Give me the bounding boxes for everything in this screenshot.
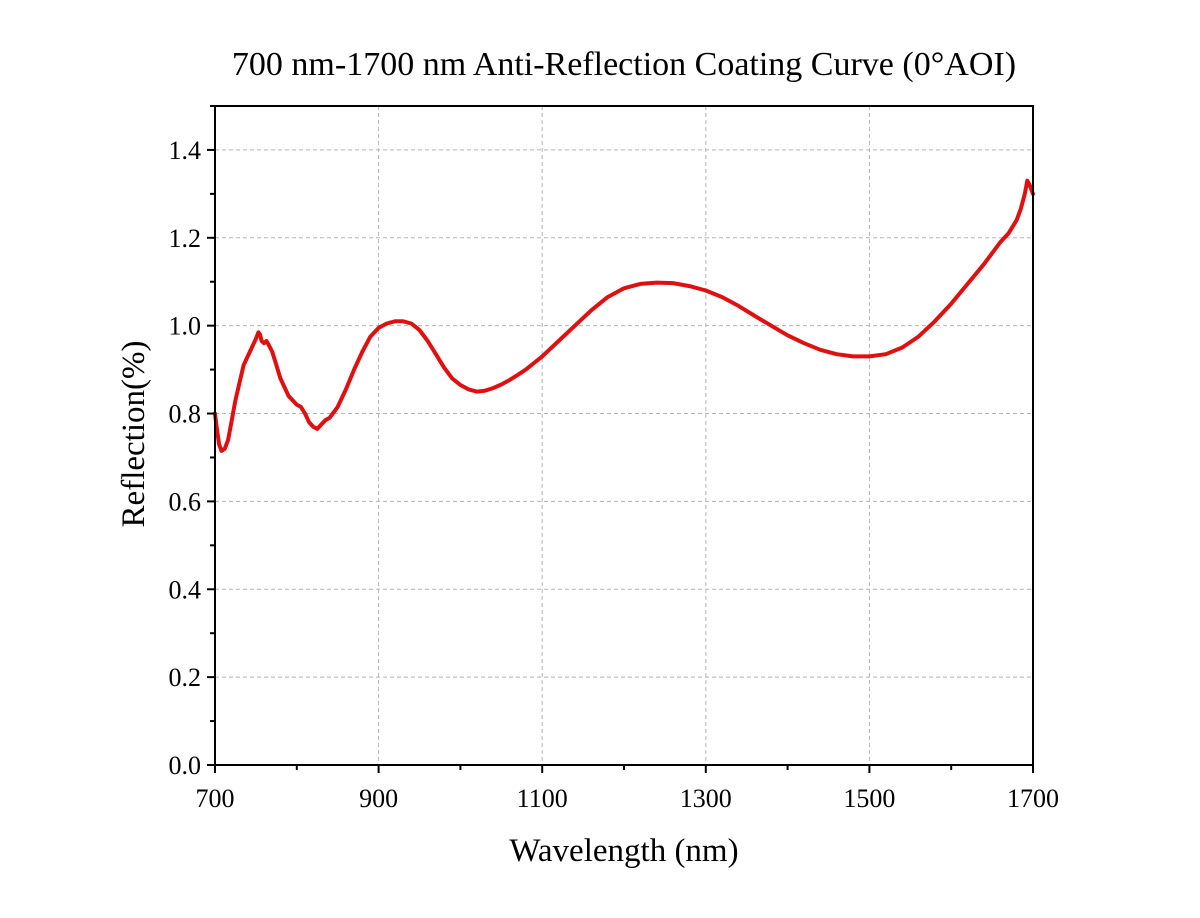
x-tick-label: 1300 — [680, 784, 732, 813]
y-tick-label: 0.4 — [169, 575, 202, 604]
x-tick-label: 1700 — [1007, 784, 1059, 813]
axes: 700 900 1100 1300 1500 1700 0.0 0.2 0.4 0.6 0.8 1.0… — [169, 105, 1059, 813]
y-tick-label: 0.2 — [169, 663, 202, 692]
reflection-curve — [213, 178, 1035, 453]
y-tick-label: 0.6 — [169, 487, 202, 516]
x-tick-label: 700 — [196, 784, 235, 813]
x-tick-label: 1100 — [517, 784, 568, 813]
y-tick-label: 1.2 — [169, 224, 202, 253]
y-axis-label: Reflection(%) — [116, 341, 152, 528]
plot-frame — [214, 105, 1034, 766]
curve-layer — [213, 178, 1035, 453]
x-axis-label: Wavelength (nm) — [509, 833, 738, 869]
y-tick-label: 1.4 — [169, 136, 202, 165]
chart-title: 700 nm-1700 nm Anti-Reflection Coating C… — [232, 46, 1016, 83]
y-tick-label: 0.0 — [169, 751, 202, 780]
x-tick-label: 900 — [359, 784, 398, 813]
grid-lines — [215, 106, 1033, 765]
x-tick-label: 1500 — [843, 784, 895, 813]
y-tick-label: 0.8 — [169, 400, 202, 429]
y-tick-label: 1.0 — [169, 312, 202, 341]
